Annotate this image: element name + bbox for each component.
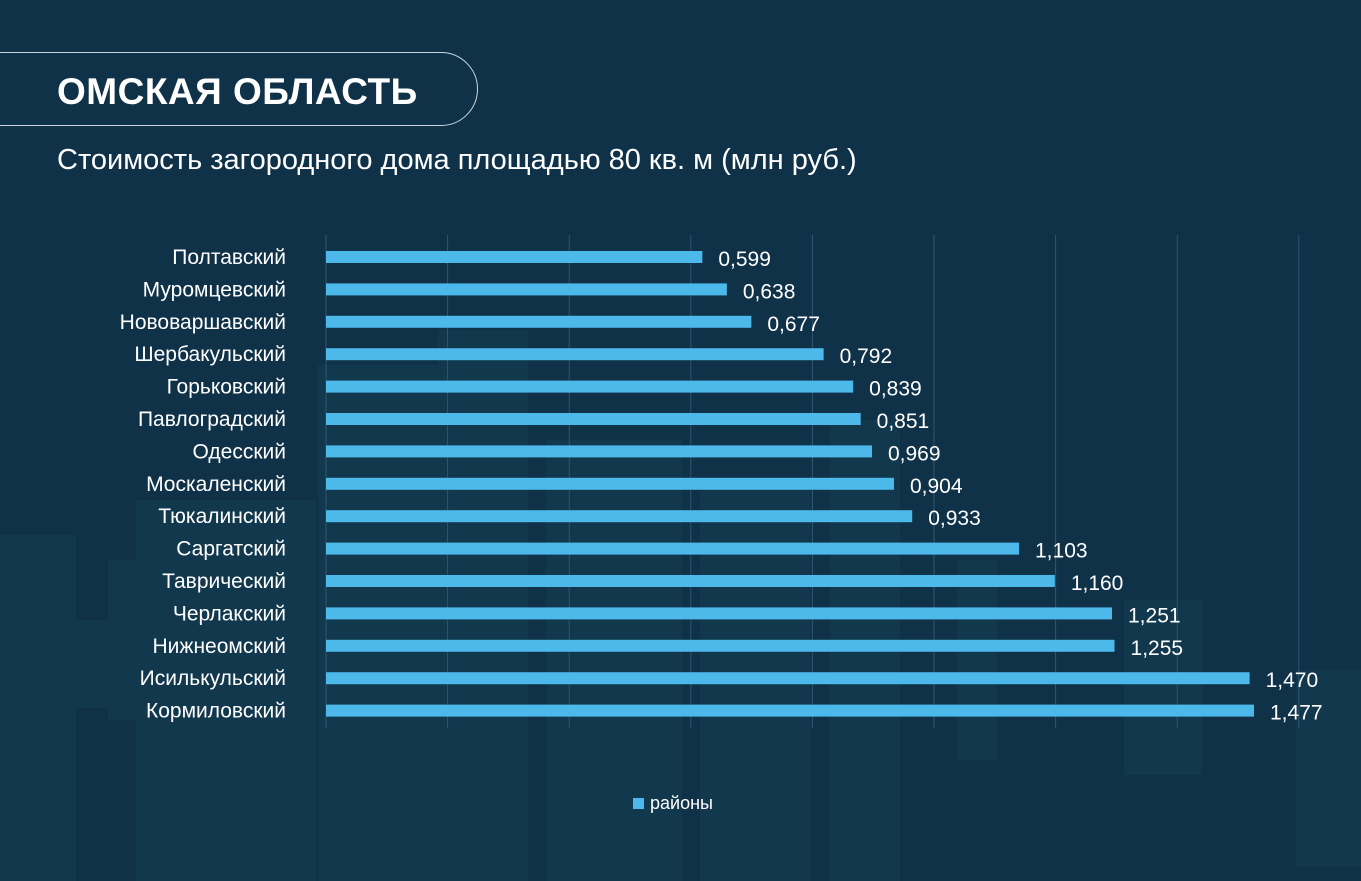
category-label: Павлоградский	[138, 408, 286, 431]
data-label: 1,470	[1266, 669, 1319, 692]
data-label: 0,839	[869, 378, 922, 401]
data-label: 0,904	[910, 475, 963, 498]
bar	[326, 575, 1055, 587]
bar	[326, 445, 872, 458]
legend-swatch	[633, 797, 644, 809]
bar	[326, 639, 1115, 652]
data-label: 0,851	[877, 410, 930, 433]
page-title: ОМСКАЯ ОБЛАСТЬ	[57, 71, 418, 112]
legend: районы	[633, 792, 713, 814]
data-label: 0,792	[840, 345, 893, 368]
bar	[326, 380, 854, 393]
category-label: Таврический	[162, 570, 286, 593]
category-label: Муромцевский	[143, 278, 286, 301]
bar	[326, 477, 894, 490]
category-label: Тюкалинский	[158, 505, 286, 528]
data-label: 1,251	[1128, 604, 1181, 627]
bar	[326, 251, 703, 263]
data-label: 1,255	[1131, 637, 1184, 660]
data-label: 0,677	[767, 313, 820, 336]
category-label: Нововаршавский	[120, 311, 286, 334]
data-label: 1,477	[1270, 702, 1323, 725]
category-label: Исилькульский	[140, 667, 286, 690]
bar	[326, 283, 727, 296]
data-label: 1,160	[1071, 572, 1124, 595]
bar	[326, 348, 824, 361]
data-label: 0,969	[888, 442, 941, 465]
category-label: Горьковский	[167, 376, 286, 399]
bar	[326, 413, 861, 425]
category-label: Москаленский	[146, 473, 286, 496]
category-label: Нижнеомский	[153, 635, 287, 658]
category-label: Одесский	[193, 440, 286, 463]
data-label: 0,638	[743, 280, 796, 303]
bar	[326, 607, 1113, 620]
bar	[326, 704, 1254, 717]
category-label: Кормиловский	[146, 700, 286, 723]
category-label: Полтавский	[172, 246, 286, 269]
bar	[326, 542, 1020, 555]
bar	[326, 672, 1250, 685]
category-label: Саргатский	[176, 538, 286, 561]
data-label: 0,599	[718, 248, 771, 271]
chart-subtitle: Стоимость загородного дома площадью 80 к…	[57, 144, 857, 176]
data-label: 0,933	[928, 507, 981, 530]
bar	[326, 510, 913, 523]
category-label: Черлакский	[173, 602, 286, 625]
legend-label: районы	[650, 792, 713, 813]
title-frame	[0, 52, 478, 126]
bar	[326, 315, 752, 328]
data-label: 1,103	[1035, 540, 1088, 563]
category-label: Шербакульский	[134, 343, 286, 366]
